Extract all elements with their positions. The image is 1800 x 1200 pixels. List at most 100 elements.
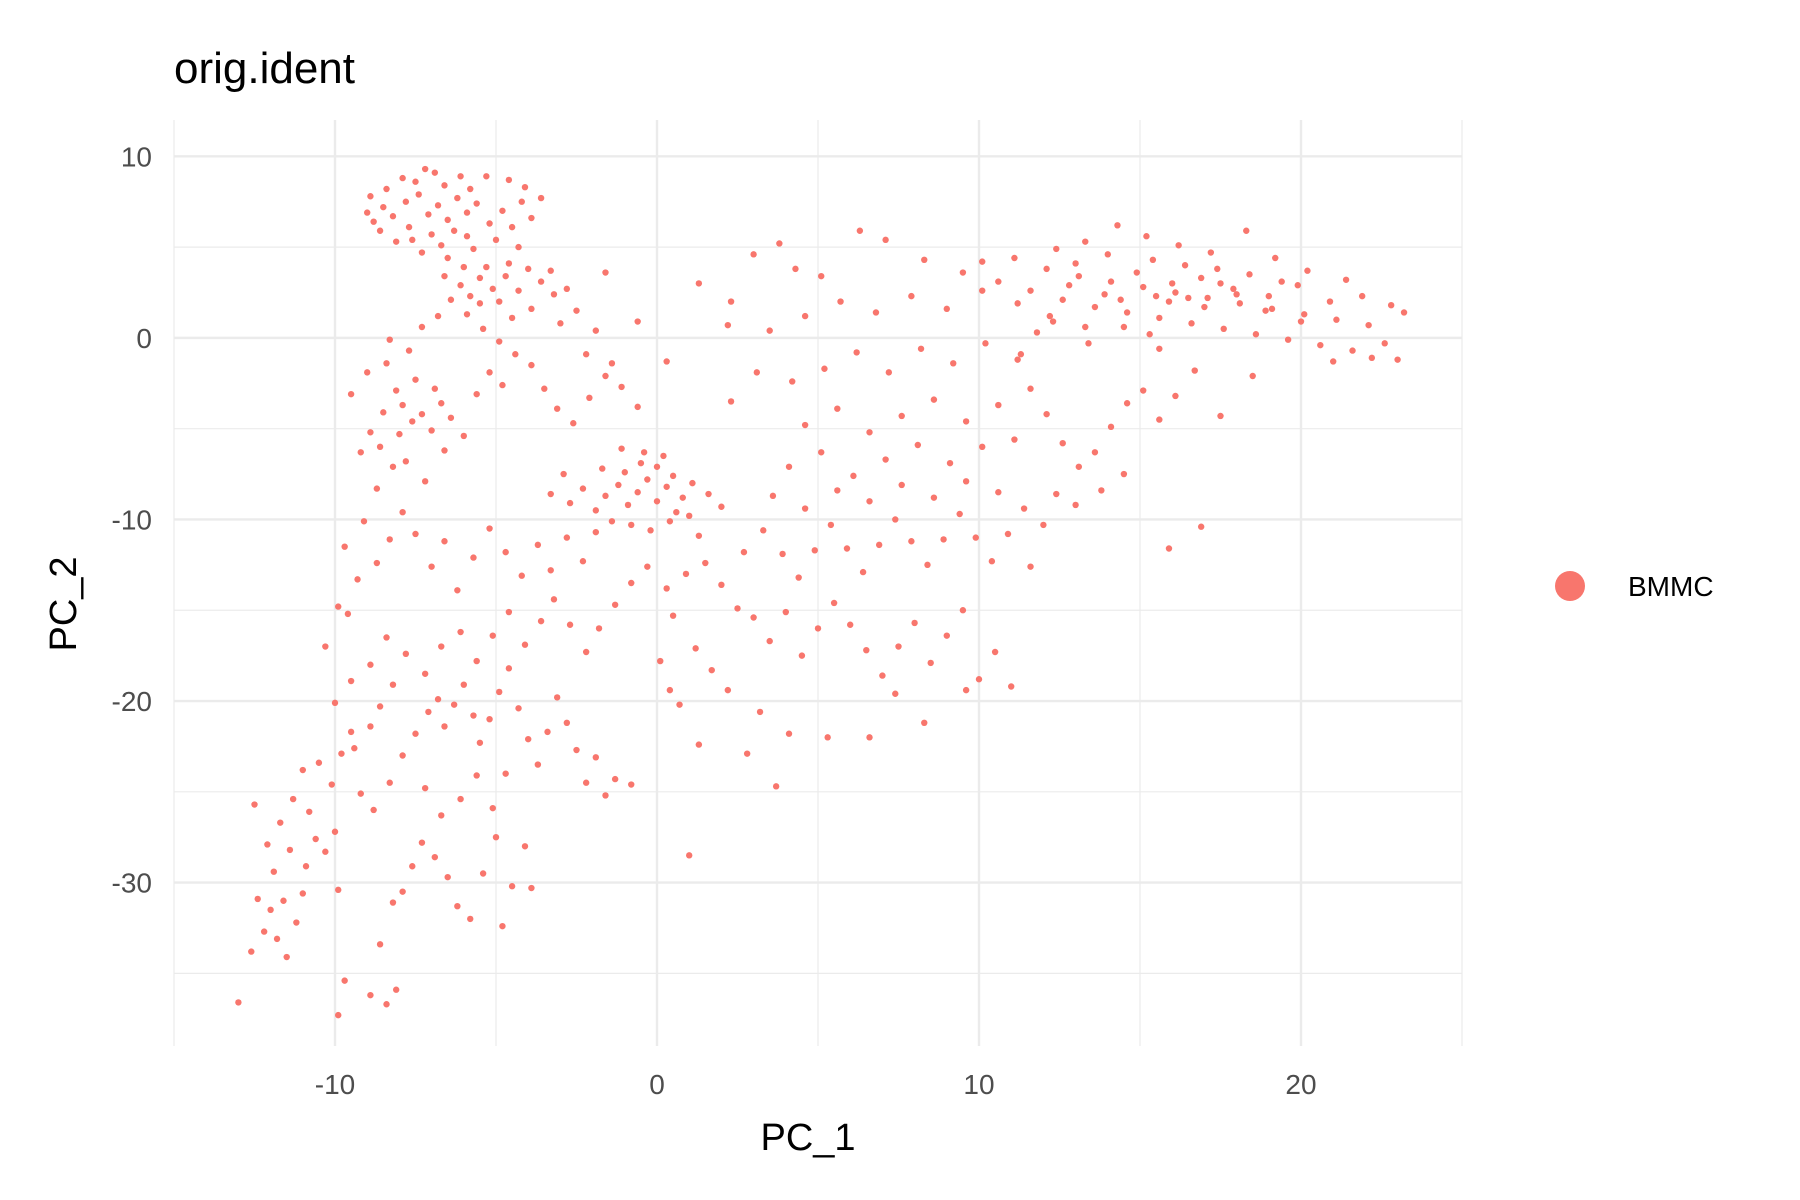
data-point: [756, 708, 764, 716]
data-point: [718, 503, 725, 510]
data-point: [376, 703, 384, 710]
data-point: [405, 347, 413, 354]
data-point: [914, 441, 922, 449]
data-point: [389, 681, 397, 688]
data-point: [850, 472, 857, 480]
data-point: [972, 534, 979, 541]
data-point: [727, 298, 735, 305]
data-point: [315, 759, 323, 766]
data-point: [1172, 289, 1179, 296]
data-point: [1008, 683, 1015, 690]
data-point: [486, 369, 493, 376]
data-point: [547, 567, 554, 574]
data-point: [454, 587, 461, 594]
data-point: [1217, 412, 1224, 420]
data-point: [521, 843, 529, 850]
data-point: [801, 505, 809, 512]
data-point: [1027, 385, 1034, 392]
data-point: [402, 198, 410, 205]
data-point: [409, 863, 416, 870]
data-point: [1317, 341, 1324, 349]
data-point: [837, 298, 844, 305]
data-point: [798, 652, 806, 659]
data-point: [628, 579, 635, 587]
data-point: [489, 285, 496, 293]
data-point: [235, 999, 242, 1006]
data-point: [392, 387, 400, 394]
data-point: [618, 445, 625, 452]
data-point: [434, 696, 442, 703]
data-point: [496, 338, 503, 345]
data-point: [457, 628, 464, 636]
data-point: [367, 193, 374, 200]
data-point: [544, 728, 551, 736]
data-point: [547, 490, 554, 498]
data-point: [496, 298, 503, 305]
data-point: [357, 790, 364, 797]
data-point: [434, 312, 442, 320]
data-point: [486, 220, 493, 227]
data-point: [347, 677, 355, 685]
data-point: [921, 256, 928, 264]
data-point: [863, 646, 870, 654]
data-point: [460, 263, 467, 271]
data-point: [1342, 276, 1350, 283]
data-point: [676, 701, 683, 708]
data-point: [1304, 267, 1311, 274]
data-point: [489, 632, 496, 639]
data-point: [1043, 265, 1050, 273]
data-point: [528, 884, 535, 892]
data-point: [582, 648, 590, 656]
y-axis-title: PC_2: [43, 556, 85, 651]
data-point: [383, 1001, 390, 1008]
data-point: [460, 432, 467, 440]
data-point: [882, 236, 889, 244]
data-point: [1368, 354, 1376, 362]
data-point: [438, 643, 445, 650]
data-point: [376, 227, 384, 234]
data-point: [1394, 356, 1401, 363]
data-point: [708, 666, 715, 674]
data-point: [412, 376, 419, 383]
data-point: [727, 398, 735, 405]
data-point: [686, 852, 693, 859]
data-point: [367, 723, 374, 730]
data-point: [789, 378, 796, 385]
data-point: [821, 365, 828, 372]
data-point: [1297, 318, 1305, 325]
data-point: [602, 792, 609, 799]
legend-label-bmmc: BMMC: [1628, 571, 1714, 602]
data-point: [528, 361, 535, 369]
data-point: [766, 637, 773, 645]
data-point: [254, 895, 261, 903]
data-point: [882, 456, 889, 463]
data-point: [895, 643, 902, 650]
data-point: [927, 659, 934, 667]
data-point: [1075, 272, 1083, 280]
data-point: [573, 746, 580, 754]
data-point: [599, 465, 606, 472]
data-point: [962, 478, 970, 485]
data-point: [950, 360, 957, 367]
data-point: [534, 761, 542, 768]
data-point: [917, 345, 925, 352]
data-point: [921, 719, 928, 727]
data-point: [879, 672, 886, 679]
data-point: [421, 165, 429, 173]
data-point: [660, 452, 667, 460]
data-point: [1265, 292, 1273, 300]
data-point: [663, 358, 670, 365]
data-point: [563, 285, 571, 293]
data-point: [431, 853, 439, 861]
data-point: [499, 922, 506, 930]
data-point: [457, 795, 464, 803]
data-point: [1027, 287, 1034, 294]
data-point: [592, 528, 600, 536]
data-point: [1181, 262, 1189, 269]
data-point: [550, 596, 558, 603]
data-point: [428, 231, 435, 238]
data-point: [1252, 331, 1260, 338]
data-point: [412, 730, 419, 737]
data-point: [1191, 367, 1198, 374]
data-point: [541, 385, 548, 392]
